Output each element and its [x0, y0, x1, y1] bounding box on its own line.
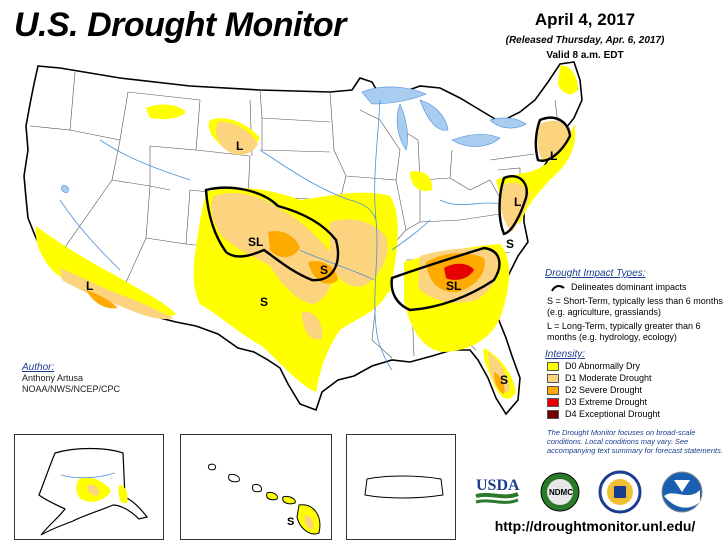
- impact-outlines: [204, 116, 572, 312]
- map-date: April 4, 2017: [534, 10, 636, 29]
- label-socal: L: [86, 279, 93, 293]
- label-carolina: S: [506, 237, 514, 251]
- author-org: NOAA/NWS/NCEP/CPC: [22, 384, 121, 394]
- puerto-rico-map: [364, 475, 444, 499]
- author-label: Author:: [22, 362, 55, 373]
- label-kansas: S: [320, 263, 328, 277]
- author-name: Anthony Artusa: [22, 373, 84, 383]
- map-letter-labels: L SL S S L SL S L L S: [86, 139, 557, 387]
- disclaimer-note: The Drought Monitor focuses on broad-sca…: [547, 428, 723, 455]
- legend: Drought Impact Types: Delineates dominan…: [545, 268, 723, 421]
- great-lakes: [61, 86, 527, 193]
- label-florida: S: [500, 373, 508, 387]
- intensity-label: D2 Severe Drought: [565, 385, 643, 395]
- valid-time: Valid 8 a.m. EDT: [546, 50, 624, 61]
- intensity-label: D3 Extreme Drought: [565, 397, 648, 407]
- intensity-item-d0: D0 Abnormally Dry: [547, 361, 723, 372]
- alaska-inset: [14, 434, 164, 540]
- website-link[interactable]: http://droughtmonitor.unl.edu/: [494, 518, 696, 534]
- intensity-item-d3: D3 Extreme Drought: [547, 397, 723, 408]
- noaa-logo-icon: [661, 471, 703, 513]
- impact-short-term: S = Short-Term, typically less than 6 mo…: [547, 296, 723, 317]
- commerce-seal-icon: [598, 470, 642, 514]
- impact-line-row: Delineates dominant impacts: [551, 282, 723, 293]
- puerto-rico-inset: [346, 434, 456, 540]
- intensity-label: D1 Moderate Drought: [565, 373, 652, 383]
- date-block: April 4, 2017 (Released Thursday, Apr. 6…: [480, 10, 690, 61]
- intensity-item-d1: D1 Moderate Drought: [547, 373, 723, 384]
- author-block: Author: Anthony Artusa NOAA/NWS/NCEP/CPC: [22, 362, 120, 395]
- label-montana: L: [236, 139, 243, 153]
- hawaii-map: S: [208, 463, 321, 535]
- release-date: (Released Thursday, Apr. 6, 2017): [505, 35, 665, 46]
- label-hawaii: S: [287, 516, 294, 528]
- swatch-d1: [547, 374, 559, 383]
- page-title: U.S. Drought Monitor: [14, 6, 346, 44]
- usda-logo: USDA: [475, 477, 520, 504]
- intensity-item-d2: D2 Severe Drought: [547, 385, 723, 396]
- svg-text:USDA: USDA: [476, 477, 520, 494]
- rivers: [59, 99, 501, 371]
- impact-long-term: L = Long-Term, typically greater than 6 …: [547, 321, 701, 342]
- label-colorado: SL: [248, 235, 263, 249]
- swatch-d4: [547, 410, 559, 419]
- swatch-d0: [547, 362, 559, 371]
- d3-areas: [444, 263, 474, 280]
- label-newengland: L: [550, 149, 557, 163]
- agency-logos: USDA NDMC: [470, 468, 720, 516]
- label-southeast: SL: [446, 279, 461, 293]
- swatch-d2: [547, 386, 559, 395]
- impact-line-label: Delineates dominant impacts: [571, 282, 687, 292]
- intensity-label: D4 Exceptional Drought: [565, 409, 661, 419]
- alaska-map: [38, 447, 149, 536]
- logos-row: USDA NDMC: [475, 470, 703, 514]
- label-virginia: L: [514, 195, 521, 209]
- hawaii-inset: S: [180, 434, 332, 540]
- svg-text:NDMC: NDMC: [549, 488, 573, 497]
- intensity-header: Intensity:: [545, 349, 586, 360]
- intensity-item-d4: D4 Exceptional Drought: [547, 409, 723, 420]
- impact-line-icon: [551, 284, 565, 292]
- intensity-label: D0 Abnormally Dry: [565, 361, 641, 371]
- label-texas: S: [260, 295, 268, 309]
- impact-types-header: Drought Impact Types:: [545, 268, 646, 279]
- swatch-d3: [547, 398, 559, 407]
- intensity-list: D0 Abnormally Dry D1 Moderate Drought D2…: [545, 361, 723, 420]
- ndmc-logo: NDMC: [540, 472, 580, 512]
